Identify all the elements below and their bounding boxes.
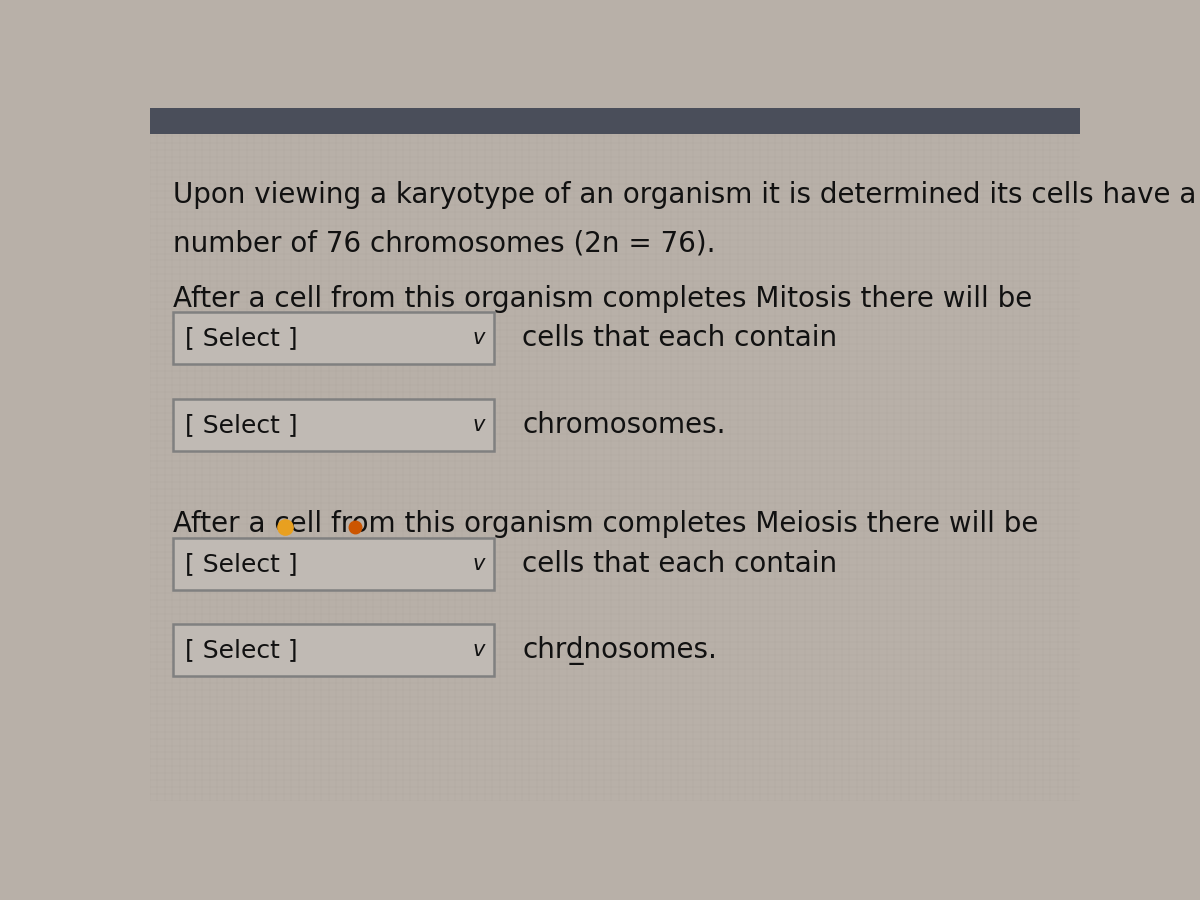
Text: v: v — [473, 554, 485, 573]
FancyBboxPatch shape — [173, 312, 494, 364]
FancyBboxPatch shape — [173, 537, 494, 590]
Text: cells that each contain: cells that each contain — [522, 550, 838, 578]
Text: cells that each contain: cells that each contain — [522, 324, 838, 353]
Text: [ Select ]: [ Select ] — [185, 327, 298, 350]
Text: [ Select ]: [ Select ] — [185, 552, 298, 576]
FancyBboxPatch shape — [173, 399, 494, 451]
Text: chrd̲nosomes.: chrd̲nosomes. — [522, 635, 716, 665]
FancyBboxPatch shape — [173, 625, 494, 676]
Text: v: v — [473, 640, 485, 661]
FancyBboxPatch shape — [150, 108, 1080, 134]
Text: [ Select ]: [ Select ] — [185, 413, 298, 437]
Text: v: v — [473, 328, 485, 348]
Text: [ Select ]: [ Select ] — [185, 638, 298, 662]
Text: After a cell from this organism completes Meiosis there will be: After a cell from this organism complete… — [173, 510, 1039, 538]
Text: Upon viewing a karyotype of an organism it is determined its cells have a diploi: Upon viewing a karyotype of an organism … — [173, 181, 1200, 209]
Text: After a cell from this organism completes Mitosis there will be: After a cell from this organism complete… — [173, 284, 1032, 312]
Text: number of 76 chromosomes (2n = 76).: number of 76 chromosomes (2n = 76). — [173, 230, 715, 257]
Text: v: v — [473, 415, 485, 435]
Text: chromosomes.: chromosomes. — [522, 411, 726, 439]
